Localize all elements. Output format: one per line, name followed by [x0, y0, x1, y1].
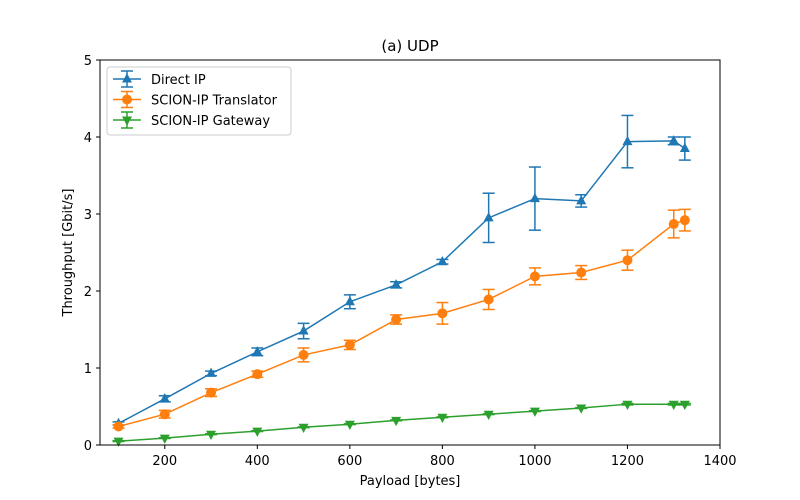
- series-scion-ip-translator: [112, 208, 691, 432]
- data-point: [679, 400, 690, 410]
- legend: Direct IP SCION-IP Translator SCION-IP Gat…: [106, 66, 292, 136]
- legend-label: SCION-IP Translator: [151, 94, 278, 109]
- data-point: [159, 409, 170, 420]
- data-point: [679, 215, 690, 226]
- data-point: [252, 369, 263, 380]
- data-point: [252, 427, 263, 437]
- data-point: [437, 413, 448, 424]
- data-point: [576, 404, 587, 414]
- data-point: [113, 421, 124, 432]
- y-tick-label: 4: [84, 131, 92, 146]
- y-axis-label: Throughput [Gbit/s]: [61, 189, 76, 318]
- legend-box: [106, 66, 292, 136]
- data-point: [576, 195, 587, 205]
- y-tick-label: 2: [84, 285, 92, 300]
- data-point: [206, 367, 217, 377]
- data-point: [622, 135, 633, 146]
- x-axis-label: Payload [bytes]: [360, 474, 461, 489]
- series-layer: [112, 114, 691, 447]
- x-tick-label: 1200: [611, 454, 644, 469]
- legend-item: Direct IP: [113, 70, 206, 88]
- x-tick-label: 400: [245, 454, 270, 469]
- data-point: [298, 325, 309, 335]
- y-axis: 0 1 2 3 4 5: [84, 54, 100, 454]
- series-line: [118, 140, 686, 425]
- data-point: [344, 296, 355, 306]
- legend-item: SCION-IP Gateway: [113, 111, 270, 129]
- series-scion-ip-gateway: [112, 400, 691, 447]
- y-tick-label: 3: [84, 208, 92, 223]
- data-point: [391, 279, 402, 289]
- series-direct-ip: [112, 114, 691, 427]
- series-line: [118, 219, 686, 428]
- legend-marker: [122, 73, 132, 83]
- data-point: [344, 339, 355, 350]
- x-tick-label: 600: [337, 454, 362, 469]
- data-point: [391, 314, 402, 325]
- data-point: [483, 294, 494, 305]
- series-line: [118, 403, 685, 442]
- legend-label: Direct IP: [151, 73, 206, 88]
- data-point: [576, 267, 587, 278]
- data-point: [298, 349, 309, 360]
- legend-label: SCION-IP Gateway: [151, 114, 270, 129]
- data-point: [483, 212, 494, 222]
- x-tick-label: 800: [430, 454, 455, 469]
- data-point: [159, 393, 170, 403]
- data-point: [391, 416, 402, 427]
- data-point: [437, 308, 448, 319]
- data-point: [483, 410, 494, 420]
- data-point: [668, 135, 679, 145]
- x-axis: 200 400 600 800 1000 1200 1400: [152, 445, 737, 469]
- data-point: [344, 420, 355, 430]
- y-tick-label: 5: [84, 54, 92, 69]
- legend-marker: [122, 94, 132, 105]
- data-point: [668, 400, 679, 410]
- legend-item: SCION-IP Translator: [113, 90, 278, 109]
- data-point: [622, 255, 633, 266]
- data-point: [622, 400, 633, 410]
- data-point: [159, 434, 170, 444]
- data-point: [206, 430, 217, 440]
- data-point: [679, 142, 690, 153]
- y-tick-label: 1: [84, 362, 92, 377]
- x-tick-label: 200: [152, 454, 177, 469]
- data-point: [113, 437, 124, 447]
- data-point: [529, 271, 540, 282]
- chart-title: (a) UDP: [381, 37, 438, 55]
- y-tick-label: 0: [84, 439, 92, 454]
- data-point: [437, 255, 448, 266]
- plot-frame: [99, 59, 721, 446]
- data-point: [529, 192, 540, 203]
- x-tick-label: 1000: [518, 454, 551, 469]
- data-point: [298, 423, 309, 434]
- data-point: [206, 387, 217, 398]
- data-point: [668, 219, 679, 230]
- data-point: [529, 407, 540, 417]
- legend-marker: [122, 116, 132, 126]
- data-point: [252, 346, 263, 356]
- x-tick-label: 1400: [703, 454, 736, 469]
